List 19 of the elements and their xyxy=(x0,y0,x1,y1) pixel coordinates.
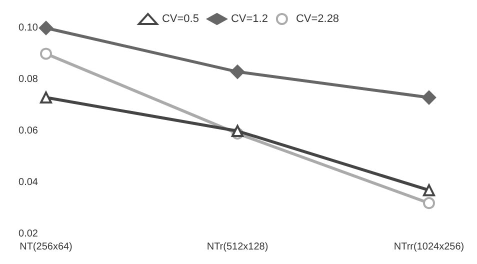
y-tick-label: 0.02 xyxy=(18,228,38,240)
x-tick-label: NTr(512x128) xyxy=(206,242,268,252)
y-tick-label: 0.04 xyxy=(18,177,38,188)
x-tick-label: NTrr(1024x256) xyxy=(394,242,464,252)
point xyxy=(40,92,52,104)
point xyxy=(423,184,435,196)
y-tick-label: 0.06 xyxy=(18,126,38,136)
point xyxy=(39,21,53,35)
point xyxy=(423,197,435,210)
point xyxy=(230,64,244,79)
x-tick-label: NT(256x64) xyxy=(20,242,72,252)
legend-label: CV=1.2 xyxy=(230,13,268,25)
legend-label: CV=0.5 xyxy=(162,13,199,25)
point xyxy=(422,90,436,105)
point xyxy=(232,125,244,137)
point xyxy=(40,48,52,60)
legend-label: CV=2.28 xyxy=(296,13,340,25)
y-tick-label: 0.08 xyxy=(18,74,38,85)
y-tick-label: 0.10 xyxy=(18,22,38,34)
